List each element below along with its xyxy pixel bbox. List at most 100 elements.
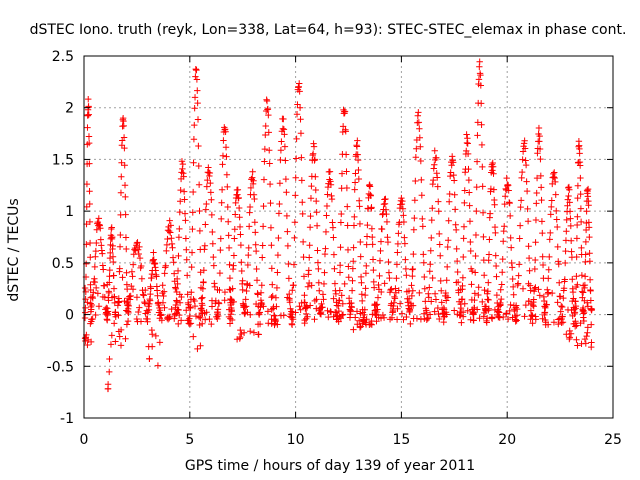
- data-point: [237, 241, 245, 249]
- data-point: [566, 208, 574, 215]
- data-point: [338, 292, 345, 299]
- data-point: [553, 216, 560, 223]
- data-point: [454, 268, 461, 276]
- data-point: [83, 203, 90, 211]
- data-point: [128, 282, 135, 290]
- data-point: [552, 178, 559, 186]
- data-point: [530, 296, 537, 303]
- data-point: [472, 269, 479, 276]
- data-point: [230, 252, 238, 259]
- data-point: [261, 158, 268, 165]
- data-point: [578, 288, 586, 295]
- data-point: [133, 315, 141, 323]
- data-point: [265, 129, 272, 136]
- data-point: [584, 303, 592, 310]
- data-point: [239, 277, 246, 284]
- data-point: [459, 313, 467, 320]
- data-point: [160, 288, 168, 295]
- data-point: [532, 256, 539, 264]
- data-point: [311, 156, 319, 163]
- data-point: [200, 278, 207, 286]
- data-point: [362, 270, 370, 277]
- data-point: [344, 246, 352, 254]
- data-point: [574, 342, 581, 349]
- data-point: [470, 317, 477, 324]
- data-point: [493, 291, 501, 299]
- data-point: [201, 316, 209, 323]
- data-point: [300, 273, 308, 280]
- data-point: [120, 134, 128, 141]
- data-point: [445, 198, 453, 205]
- data-point: [84, 299, 91, 306]
- data-point: [230, 262, 237, 269]
- data-point: [190, 159, 197, 166]
- data-point: [576, 162, 584, 169]
- data-point: [508, 264, 516, 271]
- data-point: [299, 199, 306, 206]
- data-point: [226, 286, 233, 293]
- data-point: [327, 308, 334, 315]
- data-point: [587, 287, 594, 295]
- data-point: [292, 155, 300, 162]
- data-point: [544, 290, 551, 298]
- data-point: [164, 235, 171, 243]
- data-point: [221, 288, 229, 296]
- data-point: [571, 323, 579, 330]
- data-point: [361, 291, 369, 299]
- data-point: [568, 248, 575, 255]
- data-point: [339, 300, 347, 307]
- y-tick-label: 2.5: [52, 49, 74, 65]
- data-point: [219, 152, 227, 160]
- data-point: [490, 170, 497, 177]
- data-point: [192, 312, 200, 320]
- data-point: [464, 150, 472, 158]
- data-point: [475, 284, 482, 291]
- data-point: [438, 287, 445, 294]
- data-point: [503, 310, 510, 317]
- data-point: [208, 320, 215, 328]
- data-point: [415, 119, 423, 126]
- data-point: [274, 269, 281, 276]
- data-point: [539, 253, 546, 260]
- data-point: [301, 292, 308, 299]
- plot-frame: [83, 55, 614, 419]
- data-point: [431, 308, 438, 315]
- data-point: [331, 309, 339, 316]
- data-point: [178, 158, 186, 165]
- data-point: [335, 302, 342, 310]
- data-point: [238, 267, 245, 275]
- data-point: [573, 221, 581, 229]
- data-point: [554, 243, 561, 251]
- data-point: [335, 318, 342, 325]
- data-point: [201, 309, 208, 317]
- data-point: [580, 308, 588, 316]
- data-point: [266, 180, 274, 188]
- data-point: [209, 228, 216, 236]
- data-point: [246, 203, 254, 211]
- data-point: [100, 266, 107, 273]
- data-point: [84, 341, 91, 349]
- data-point: [258, 300, 266, 308]
- data-point: [167, 222, 175, 229]
- data-point: [195, 313, 203, 321]
- data-point: [584, 324, 592, 331]
- data-point: [158, 312, 165, 319]
- data-point: [453, 257, 461, 265]
- data-point: [507, 244, 515, 251]
- data-point: [124, 317, 132, 325]
- data-point: [429, 204, 436, 212]
- data-point: [172, 301, 180, 309]
- data-point: [566, 334, 574, 341]
- data-point: [423, 309, 430, 316]
- data-point: [267, 199, 274, 207]
- data-point: [206, 315, 213, 323]
- data-point: [583, 332, 590, 340]
- data-point: [475, 291, 482, 299]
- data-point: [444, 263, 451, 271]
- data-point: [545, 289, 552, 296]
- data-point: [343, 184, 351, 192]
- data-point: [551, 169, 558, 176]
- data-point: [116, 333, 123, 340]
- data-point: [146, 297, 154, 304]
- x-tick-label: 0: [80, 432, 89, 448]
